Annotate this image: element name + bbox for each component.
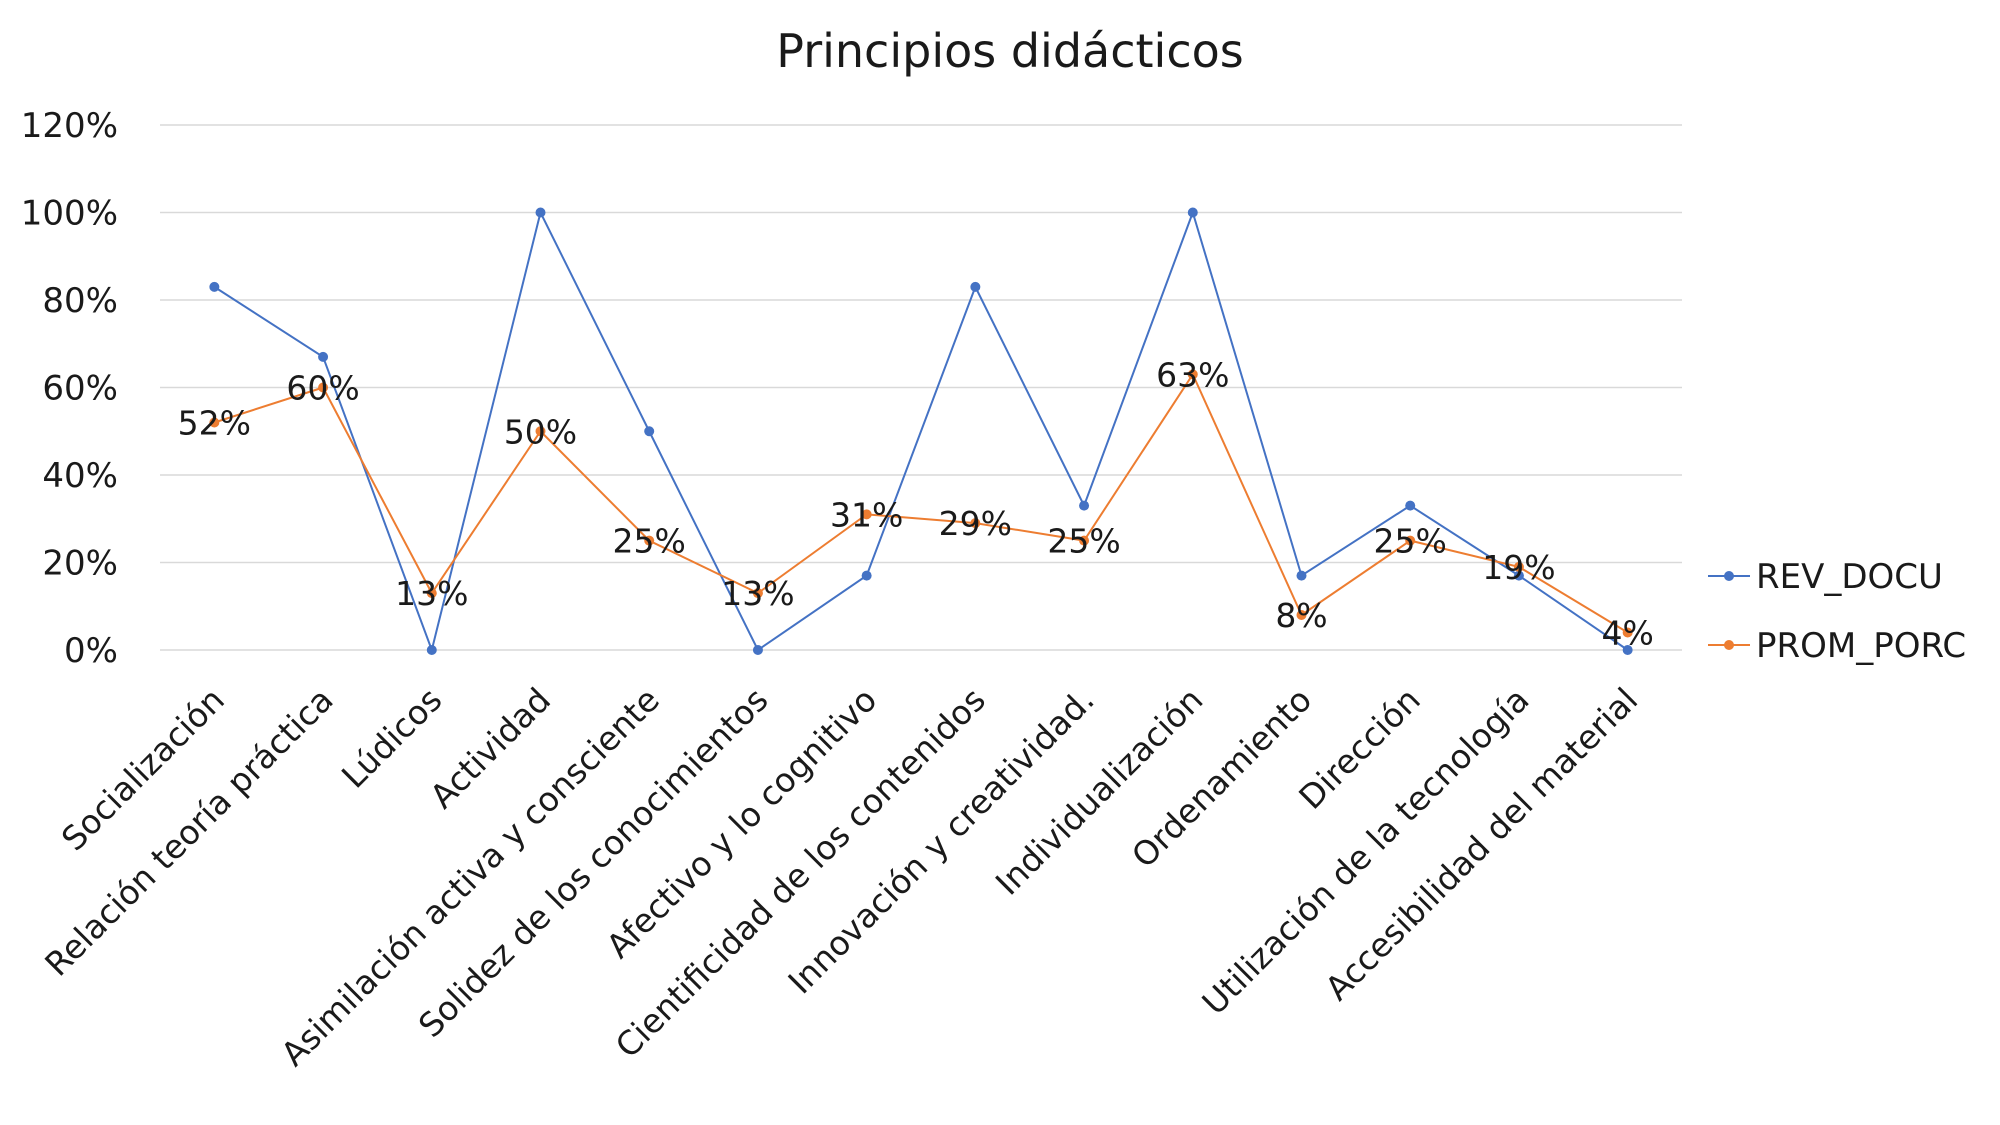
data-labels: 52% 60% 13% 50% 25% 13% 31% 29% 25% 63% 8% 25% 19% 4% [178,355,1654,652]
data-label: 25% [1047,522,1120,561]
data-point [535,207,546,218]
data-point [535,426,546,437]
data-point [644,426,655,437]
y-tick-label: 60% [42,369,118,409]
data-point [970,281,981,292]
y-tick-label: 40% [42,456,118,496]
gridlines [160,124,1682,651]
data-label: 13% [721,574,794,613]
data-label: 50% [504,412,577,451]
data-label: 52% [178,404,251,443]
y-tick-label: 0% [64,631,118,671]
data-point [209,417,220,428]
data-point [861,570,872,581]
data-point [1079,500,1090,511]
x-category-label: Individualización [988,680,1211,903]
data-point [426,645,437,655]
data-point [426,588,437,599]
y-tick-label: 100% [21,194,118,234]
data-point [1622,627,1633,638]
data-label: 25% [613,522,686,561]
data-point [644,535,655,546]
y-axis-ticks: 0% 20% 40% 60% 80% 100% 120% [21,106,118,671]
data-label: 25% [1374,522,1447,561]
data-point [318,351,329,362]
data-point [1622,645,1633,655]
data-point [861,509,872,520]
legend-entry: PROM_PORC [1756,626,1966,666]
y-tick-label: 80% [42,281,118,321]
data-point [1296,610,1307,620]
data-point [970,518,981,529]
data-point [1513,561,1524,572]
legend-marker [1724,571,1734,581]
data-label: 31% [830,495,903,534]
data-label: 19% [1482,548,1555,587]
y-tick-label: 20% [42,544,118,584]
legend-entry: REV_DOCU [1756,557,1943,597]
series-line-rev-docu [213,209,1629,654]
legend: REV_DOCU PROM_PORC [1708,557,1966,666]
data-point [1079,535,1090,546]
data-point [1405,500,1416,511]
data-point [1405,535,1416,546]
x-category-label: Asimilación activa y consciente [273,680,667,1074]
data-label: 60% [286,369,359,408]
data-point [752,645,763,655]
data-label: 29% [939,504,1012,543]
data-point [1187,369,1198,380]
data-label: 63% [1156,355,1229,394]
data-label: 4% [1601,614,1653,653]
y-tick-label: 120% [21,106,118,146]
series-line-prom-porc [214,372,1629,634]
data-point [1187,207,1198,218]
data-label: 13% [395,574,468,613]
data-label: 8% [1275,596,1327,635]
data-point [1513,570,1524,581]
data-point [1296,570,1307,581]
data-point [752,588,763,599]
chart-title: Principios didácticos [776,24,1243,78]
data-point [209,281,220,292]
data-point [318,382,329,393]
legend-marker [1724,640,1734,650]
series-layer [209,207,1633,655]
